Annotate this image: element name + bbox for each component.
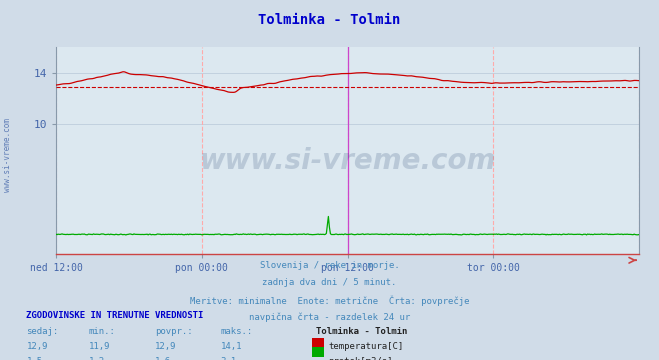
Text: pretok[m3/s]: pretok[m3/s] <box>328 357 393 360</box>
Text: zadnja dva dni / 5 minut.: zadnja dva dni / 5 minut. <box>262 278 397 287</box>
Text: povpr.:: povpr.: <box>155 327 192 336</box>
Text: 12,9: 12,9 <box>155 342 177 351</box>
Text: Slovenija / reke in morje.: Slovenija / reke in morje. <box>260 261 399 270</box>
Text: min.:: min.: <box>89 327 116 336</box>
Text: Tolminka - Tolmin: Tolminka - Tolmin <box>258 13 401 27</box>
Text: Tolminka - Tolmin: Tolminka - Tolmin <box>316 327 408 336</box>
Text: 12,9: 12,9 <box>26 342 48 351</box>
Text: www.si-vreme.com: www.si-vreme.com <box>3 118 13 192</box>
Text: 1,2: 1,2 <box>89 357 105 360</box>
Text: 1,6: 1,6 <box>155 357 171 360</box>
Text: 1,5: 1,5 <box>26 357 42 360</box>
Text: sedaj:: sedaj: <box>26 327 59 336</box>
Text: Meritve: minimalne  Enote: metrične  Črta: povprečje: Meritve: minimalne Enote: metrične Črta:… <box>190 296 469 306</box>
Text: 11,9: 11,9 <box>89 342 111 351</box>
Text: 3,1: 3,1 <box>221 357 237 360</box>
Text: maks.:: maks.: <box>221 327 253 336</box>
Text: www.si-vreme.com: www.si-vreme.com <box>200 147 496 175</box>
Text: ZGODOVINSKE IN TRENUTNE VREDNOSTI: ZGODOVINSKE IN TRENUTNE VREDNOSTI <box>26 311 204 320</box>
Text: temperatura[C]: temperatura[C] <box>328 342 403 351</box>
Text: navpična črta - razdelek 24 ur: navpična črta - razdelek 24 ur <box>249 313 410 322</box>
Text: 14,1: 14,1 <box>221 342 243 351</box>
